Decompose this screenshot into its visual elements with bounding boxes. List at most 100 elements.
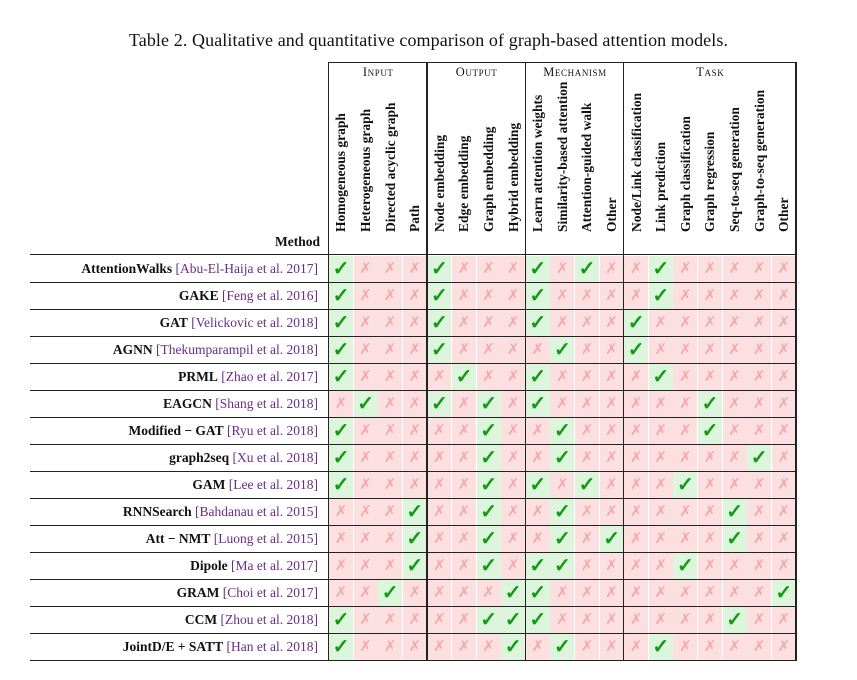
check-icon: ✓ [575,472,599,498]
check-icon: ✓ [402,526,427,552]
citation-link[interactable]: [Lee et al. 2018] [228,477,318,492]
check-icon: ✓ [648,364,673,390]
row-divider [30,336,797,337]
citation-link[interactable]: [Luong et al. 2015] [213,531,318,546]
cross-icon: ✗ [353,607,378,633]
cross-icon: ✗ [624,634,649,660]
citation-link[interactable]: [Shang et al. 2018] [215,396,318,411]
check-icon: ✓ [550,499,575,525]
check-icon: ✓ [476,418,501,444]
cross-icon: ✗ [747,553,772,579]
check-icon: ✓ [476,391,501,417]
column-header-label: Learn attention weights [530,94,546,232]
cross-icon: ✗ [624,553,649,579]
citation-link[interactable]: [Feng et al. 2016] [222,288,318,303]
cross-icon: ✗ [722,472,747,498]
check-icon: ✓ [575,256,599,282]
check-icon: ✓ [427,391,452,417]
cross-icon: ✗ [378,283,403,309]
cross-icon: ✗ [599,391,624,417]
cross-icon: ✗ [624,445,649,471]
cross-icon: ✗ [648,391,673,417]
cross-icon: ✗ [648,526,673,552]
column-header-label: Other [776,197,792,233]
cross-icon: ✗ [427,364,452,390]
cross-icon: ✗ [722,418,747,444]
column-header: Heterogeneous graph [355,58,377,248]
group-header: Mechanism [543,65,607,79]
cross-icon: ✗ [452,391,476,417]
column-header: Other [601,58,623,248]
column-header-label: Seq-to-seq generation [726,107,742,232]
cross-icon: ✗ [378,472,403,498]
column-header-label: Homogeneous graph [333,113,349,232]
cross-icon: ✗ [501,445,526,471]
check-icon: ✓ [599,526,624,552]
cross-icon: ✗ [501,472,526,498]
check-icon: ✓ [353,391,378,417]
check-icon: ✓ [624,310,649,336]
check-icon: ✓ [673,553,698,579]
cross-icon: ✗ [427,580,452,606]
method-label: PRML [Zhao et al. 2017] [30,364,318,390]
citation-link[interactable]: [Abu-El-Haija et al. 2017] [175,261,318,276]
cross-icon: ✗ [624,499,649,525]
method-label: CCM [Zhou et al. 2018] [30,607,318,633]
check-icon: ✓ [501,580,526,606]
check-icon: ✓ [525,283,550,309]
cross-icon: ✗ [378,256,403,282]
cross-icon: ✗ [698,580,722,606]
cross-icon: ✗ [550,256,575,282]
cross-icon: ✗ [575,391,599,417]
citation-link[interactable]: [Ryu et al. 2018] [227,423,318,438]
check-icon: ✓ [550,445,575,471]
column-header-label: Graph-to-seq generation [751,89,767,232]
cross-icon: ✗ [452,607,476,633]
check-icon: ✓ [402,553,427,579]
check-icon: ✓ [378,580,403,606]
cross-icon: ✗ [525,526,550,552]
citation-link[interactable]: [Xu et al. 2018] [232,450,318,465]
method-name: AttentionWalks [81,261,173,276]
citation-link[interactable]: [Zhao et al. 2017] [221,369,318,384]
method-label: GRAM [Choi et al. 2017] [30,580,318,606]
cross-icon: ✗ [427,553,452,579]
cross-icon: ✗ [722,337,747,363]
cross-icon: ✗ [501,499,526,525]
cross-icon: ✗ [747,472,772,498]
cross-icon: ✗ [329,526,353,552]
citation-link[interactable]: [Zhou et al. 2018] [220,612,318,627]
cross-icon: ✗ [624,391,649,417]
cross-icon: ✗ [575,445,599,471]
citation-link[interactable]: [Choi et al. 2017] [222,585,318,600]
cross-icon: ✗ [402,472,427,498]
cross-icon: ✗ [722,256,747,282]
cross-icon: ✗ [575,580,599,606]
cross-icon: ✗ [698,364,722,390]
citation-link[interactable]: [Velickovic et al. 2018] [191,315,318,330]
cross-icon: ✗ [722,580,747,606]
check-icon: ✓ [329,256,353,282]
cross-icon: ✗ [452,445,476,471]
citation-link[interactable]: [Ma et al. 2017] [231,558,318,573]
check-icon: ✓ [427,256,452,282]
cross-icon: ✗ [771,634,796,660]
cross-icon: ✗ [698,256,722,282]
column-header: Homogeneous graph [330,58,352,248]
cross-icon: ✗ [698,634,722,660]
check-icon: ✓ [329,310,353,336]
method-label: GAM [Lee et al. 2018] [30,472,318,498]
check-icon: ✓ [648,256,673,282]
cross-icon: ✗ [550,580,575,606]
cross-icon: ✗ [501,391,526,417]
citation-link[interactable]: [Han et al. 2018] [226,639,318,654]
check-icon: ✓ [427,283,452,309]
cross-icon: ✗ [476,634,501,660]
cross-icon: ✗ [402,391,427,417]
cross-icon: ✗ [599,310,624,336]
citation-link[interactable]: [Bahdanau et al. 2015] [195,504,318,519]
citation-link[interactable]: [Thekumparampil et al. 2018] [156,342,318,357]
cross-icon: ✗ [624,526,649,552]
cross-icon: ✗ [402,607,427,633]
cross-icon: ✗ [402,634,427,660]
